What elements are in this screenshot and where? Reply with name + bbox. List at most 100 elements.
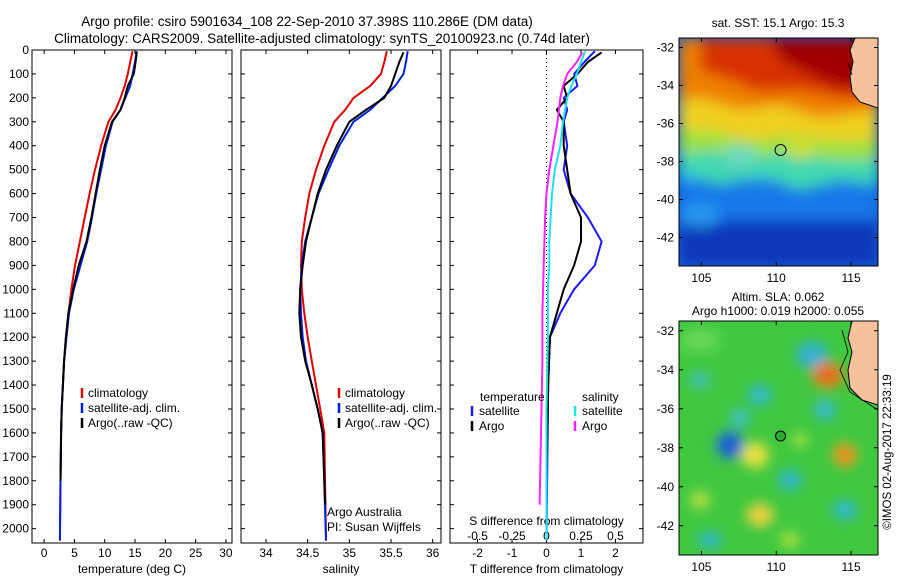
map-y-tick-label: -40 — [657, 193, 675, 207]
x-tick-label: 34 — [259, 546, 273, 560]
x-tick-label: 20 — [159, 546, 173, 560]
map-y-tick-label: -34 — [657, 79, 675, 93]
map-y-tick-label: -32 — [657, 324, 675, 338]
y-tick-label: 100 — [9, 67, 29, 81]
x-tick-label: 10 — [98, 546, 112, 560]
x-axis-label: salinity — [323, 562, 360, 576]
x-tick-label: 2 — [612, 546, 619, 560]
map-x-tick-label: 105 — [691, 271, 711, 285]
x-tick-label: 15 — [128, 546, 142, 560]
y-tick-label: 600 — [9, 187, 29, 201]
sla-map-frame — [678, 320, 879, 556]
map-y-tick-label: -36 — [657, 402, 675, 416]
y-tick-label: 800 — [9, 234, 29, 248]
argo-location-marker — [774, 144, 787, 157]
legend-label: satellite-adj. clim. — [345, 401, 437, 415]
y-tick-label: 400 — [9, 139, 29, 153]
plot-frame — [31, 49, 233, 544]
y-tick-label: 1700 — [2, 450, 29, 464]
top-x-tick-label: -0.25 — [498, 529, 526, 543]
y-tick-label: 1400 — [2, 378, 29, 392]
argo-location-marker — [775, 430, 787, 442]
map-y-tick-label: -38 — [657, 155, 675, 169]
series-line — [298, 51, 405, 505]
top-x-tick-label: 0.25 — [569, 529, 593, 543]
x-tick-label: 34.5 — [296, 546, 320, 560]
map-x-tick-label: 110 — [767, 560, 786, 574]
y-tick-label: 900 — [9, 258, 29, 272]
y-tick-label: 700 — [9, 211, 29, 225]
x-axis-label: T difference from climatology — [470, 562, 624, 576]
map-y-tick-label: -42 — [657, 231, 675, 245]
legend-label: Argo(..raw -QC) — [345, 416, 430, 430]
x-tick-label: 36 — [426, 546, 440, 560]
x-tick-label: 30 — [219, 546, 233, 560]
legend-label: climatology — [345, 386, 405, 400]
map-y-tick-label: -38 — [657, 441, 675, 455]
x-tick-label: 35.5 — [379, 546, 403, 560]
map-x-tick-label: 115 — [841, 560, 860, 574]
y-tick-label: 1900 — [2, 498, 29, 512]
series-line — [300, 50, 388, 541]
map-x-tick-label: 110 — [767, 271, 786, 285]
map-y-tick-label: -32 — [657, 41, 675, 55]
figure-title-line1: Argo profile: csiro 5901634_108 22-Sep-2… — [81, 14, 533, 29]
x-axis-label: temperature (deg C) — [78, 562, 186, 576]
legend-label: satellite — [582, 404, 623, 418]
legend-label: Argo — [582, 419, 608, 433]
y-tick-label: 1800 — [2, 474, 29, 488]
difference-profile-panel: -2 -1 0 1 2-0.5 -0.25 0 0.25 0.5S difference fro… — [449, 49, 644, 576]
y-tick-label: 1300 — [2, 354, 29, 368]
imos-credit: ©IMOS 02-Aug-2017 22:33:19 — [882, 374, 894, 530]
sla-map-subtitle: Argo h1000: 0.019 h2000: 0.055 — [692, 304, 864, 318]
x-tick-label: 5 — [71, 546, 78, 560]
annotation-text: Argo Australia — [327, 505, 402, 519]
figure-title-line2: Climatology: CARS2009. Satellite-adjuste… — [54, 31, 590, 46]
series-line — [545, 50, 603, 541]
y-tick-label: 500 — [9, 163, 29, 177]
temperature-profile-panel: 0100200300400500600700800900100011001200… — [2, 43, 233, 576]
y-tick-label: 1500 — [2, 402, 29, 416]
sst-map-panel: sat. SST: 15.1 Argo: 15.3 105 110 — [657, 16, 879, 285]
y-tick-label: 300 — [9, 115, 29, 129]
legend-title: salinity — [582, 390, 619, 404]
sla-map-title: Altim. SLA: 0.062 — [732, 290, 825, 304]
sla-map-panel: Altim. SLA: 0.062 Argo h1000: 0.019 h200… — [657, 290, 879, 574]
sst-field — [679, 38, 878, 266]
series-line — [59, 52, 138, 481]
series-line — [538, 51, 584, 505]
map-x-tick-label: 105 — [691, 560, 711, 574]
y-tick-label: 2000 — [2, 522, 29, 536]
x-tick-label: 0 — [41, 546, 48, 560]
series-line — [545, 51, 603, 481]
plot-frame — [240, 49, 442, 544]
y-tick-label: 1600 — [2, 426, 29, 440]
salinity-profile-panel: 34 34.5 35 35.5 36 salinity climatologysatelli… — [240, 49, 442, 576]
y-tick-label: 1100 — [3, 306, 29, 320]
sst-map-frame — [678, 37, 879, 267]
x-tick-label: 25 — [189, 546, 203, 560]
map-y-tick-label: -40 — [657, 480, 675, 494]
legend-title: temperature — [480, 390, 545, 404]
y-tick-label: 200 — [9, 91, 29, 105]
x-tick-label: 1 — [578, 546, 585, 560]
x-tick-label: 35 — [343, 546, 357, 560]
map-y-tick-label: -34 — [657, 363, 675, 377]
sst-map-title: sat. SST: 15.1 Argo: 15.3 — [712, 16, 845, 30]
legend-label: satellite-adj. clim. — [88, 401, 180, 415]
map-y-tick-label: -36 — [657, 117, 675, 131]
y-tick-label: 1200 — [2, 330, 29, 344]
x-tick-label: -2 — [472, 546, 483, 560]
y-tick-label: 0 — [22, 43, 29, 57]
x-tick-label: -1 — [507, 546, 518, 560]
top-x-tick-label: -0.5 — [467, 529, 488, 543]
legend-label: Argo — [479, 419, 505, 433]
annotation-text: PI: Susan Wijffels — [327, 520, 421, 534]
x-tick-label: 0 — [543, 546, 550, 560]
legend-label: satellite — [479, 404, 520, 418]
top-x-tick-label: 0.5 — [607, 529, 624, 543]
map-y-tick-label: -42 — [657, 519, 675, 533]
y-tick-label: 1000 — [2, 282, 29, 296]
legend-label: climatology — [88, 386, 148, 400]
